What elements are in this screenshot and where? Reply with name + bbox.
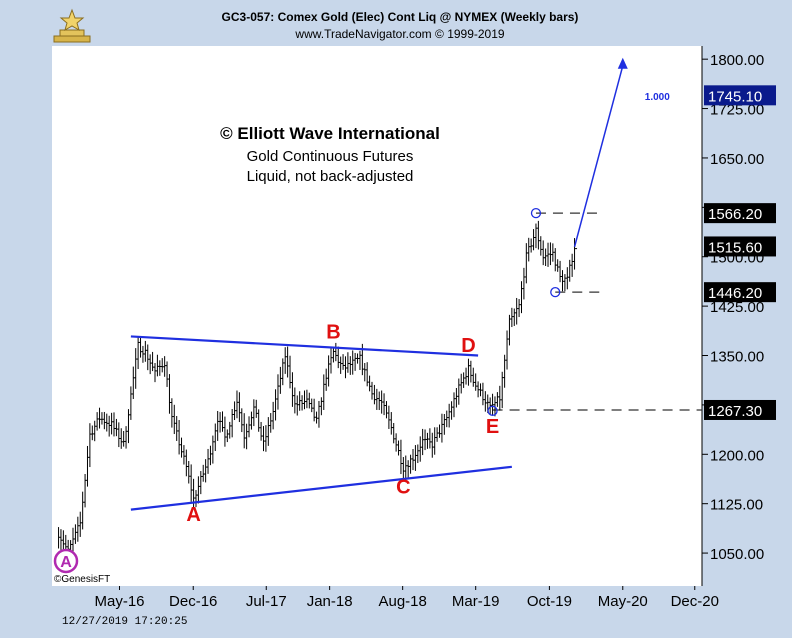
trendline-upper bbox=[130, 335, 479, 357]
x-tick-label: Dec-16 bbox=[169, 593, 217, 610]
x-tick-label: Oct-19 bbox=[527, 593, 572, 610]
chart-title: GC3-057: Comex Gold (Elec) Cont Liq @ NY… bbox=[221, 10, 579, 24]
price-badge bbox=[704, 282, 776, 303]
wave-label-b: B bbox=[326, 321, 340, 343]
vendor-label: ©GenesisFT bbox=[54, 574, 110, 585]
y-tick-label: 1800.00 bbox=[710, 52, 764, 69]
price-badge-label: 1446.20 bbox=[708, 285, 762, 302]
y-tick-label: 1125.00 bbox=[710, 497, 763, 514]
pivot-circle bbox=[487, 405, 498, 416]
projection-label: 1.000 bbox=[645, 92, 670, 103]
y-tick-label: 1200.00 bbox=[710, 447, 764, 464]
y-tick-label: 1050.00 bbox=[710, 546, 764, 563]
chart-copyright: www.TradeNavigator.com © 1999-2019 bbox=[295, 27, 505, 41]
annotation-box: © Elliott Wave International Gold Contin… bbox=[185, 124, 475, 187]
x-tick-label: Dec-20 bbox=[671, 593, 719, 610]
badge-letter: A bbox=[60, 554, 72, 571]
genesis-badge: A ©GenesisFT bbox=[53, 548, 110, 585]
plot-area bbox=[52, 46, 702, 586]
y-tick-label: 1425.00 bbox=[710, 299, 764, 316]
price-badge-label: 1267.30 bbox=[708, 403, 762, 420]
price-badge-label: 1745.10 bbox=[708, 88, 762, 105]
price-badge-label: 1515.60 bbox=[708, 239, 762, 256]
pivot-circle bbox=[550, 287, 561, 298]
wave-label-e: E bbox=[486, 416, 499, 438]
price-badge bbox=[704, 399, 776, 420]
x-tick-label: Mar-19 bbox=[452, 593, 500, 610]
price-badge bbox=[704, 236, 776, 257]
annotation-line-2: Liquid, not back-adjusted bbox=[246, 168, 414, 185]
price-badge bbox=[704, 85, 776, 106]
x-tick-label: May-16 bbox=[94, 593, 144, 610]
chart-timestamp: 12/27/2019 17:20:25 bbox=[62, 616, 188, 628]
x-tick-label: May-20 bbox=[598, 593, 648, 610]
pivot-circle bbox=[530, 207, 542, 219]
y-tick-label: 1725.00 bbox=[710, 102, 764, 119]
x-tick-label: Jul-17 bbox=[246, 593, 287, 610]
projection-arrowhead bbox=[617, 57, 628, 69]
wave-label-a: A bbox=[186, 504, 200, 526]
y-tick-label: 1650.00 bbox=[710, 151, 764, 168]
y-tick-label: 1350.00 bbox=[710, 349, 764, 366]
trade-navigator-logo-icon bbox=[53, 8, 91, 43]
wave-label-c: C bbox=[396, 476, 410, 498]
projection-line bbox=[573, 65, 624, 248]
annotation-line-1: Gold Continuous Futures bbox=[246, 148, 414, 165]
annotation-title: © Elliott Wave International bbox=[220, 124, 440, 143]
price-badge-label: 1566.20 bbox=[708, 206, 762, 223]
trendline-lower bbox=[130, 465, 512, 511]
x-tick-label: Aug-18 bbox=[378, 593, 426, 610]
price-badge bbox=[704, 203, 776, 224]
x-tick-label: Jan-18 bbox=[307, 593, 353, 610]
wave-label-d: D bbox=[461, 335, 475, 357]
